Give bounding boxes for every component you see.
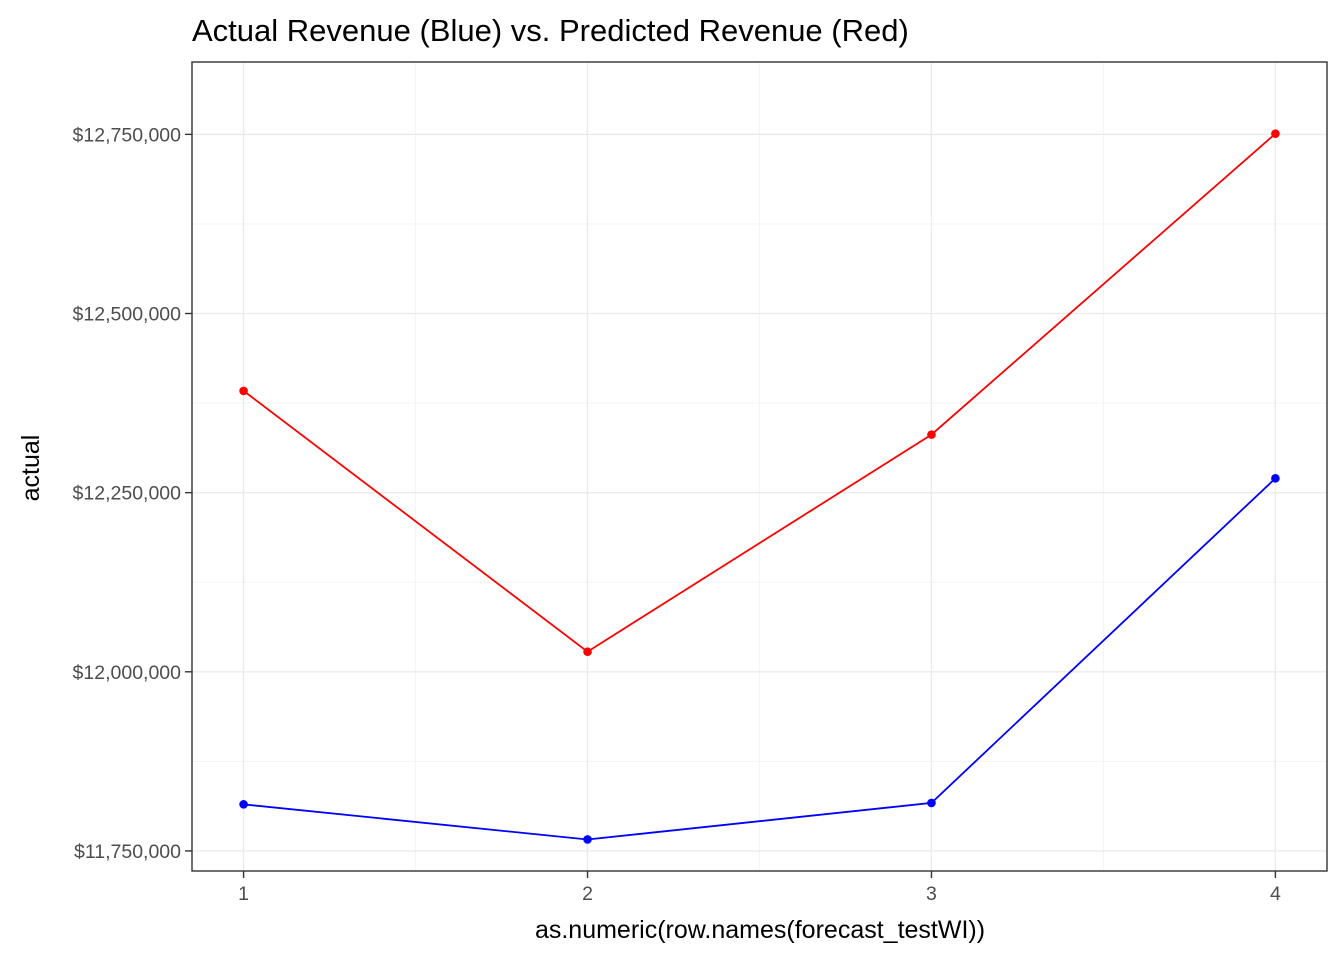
y-tick-label: $12,500,000 xyxy=(73,304,182,326)
x-tick-label: 1 xyxy=(238,883,249,905)
series-line-0 xyxy=(243,477,1277,841)
y-tick-label: $12,250,000 xyxy=(73,483,182,505)
chart-title: Actual Revenue (Blue) vs. Predicted Reve… xyxy=(192,13,909,48)
plot-panel xyxy=(191,61,1328,872)
series-layer xyxy=(239,129,1280,844)
x-tick-label: 3 xyxy=(926,883,937,905)
series-point-0 xyxy=(239,800,248,809)
major-gridlines xyxy=(192,62,1327,871)
series-point-0 xyxy=(583,835,592,844)
series-point-1 xyxy=(1271,129,1280,138)
y-axis-title: actual xyxy=(17,435,45,502)
y-tick-label: $12,750,000 xyxy=(73,124,182,146)
y-tick-label: $12,000,000 xyxy=(73,662,182,684)
x-axis: 1 2 3 4 xyxy=(238,871,1281,905)
y-axis: $11,750,000 $12,000,000 $12,250,000 $12,500… xyxy=(73,124,192,863)
series-line-1 xyxy=(243,133,1276,653)
x-axis-title: as.numeric(row.names(forecast_testWI)) xyxy=(535,916,985,944)
panel-border xyxy=(191,61,1328,872)
series-point-1 xyxy=(583,647,592,657)
y-tick-label: $11,750,000 xyxy=(74,841,181,863)
minor-gridlines xyxy=(192,62,1327,871)
x-tick-label: 4 xyxy=(1270,883,1281,905)
series-point-0 xyxy=(1271,474,1280,483)
series-point-1 xyxy=(239,386,248,396)
series-point-1 xyxy=(927,430,936,439)
series-point-0 xyxy=(927,798,936,808)
x-tick-label: 2 xyxy=(582,883,593,905)
